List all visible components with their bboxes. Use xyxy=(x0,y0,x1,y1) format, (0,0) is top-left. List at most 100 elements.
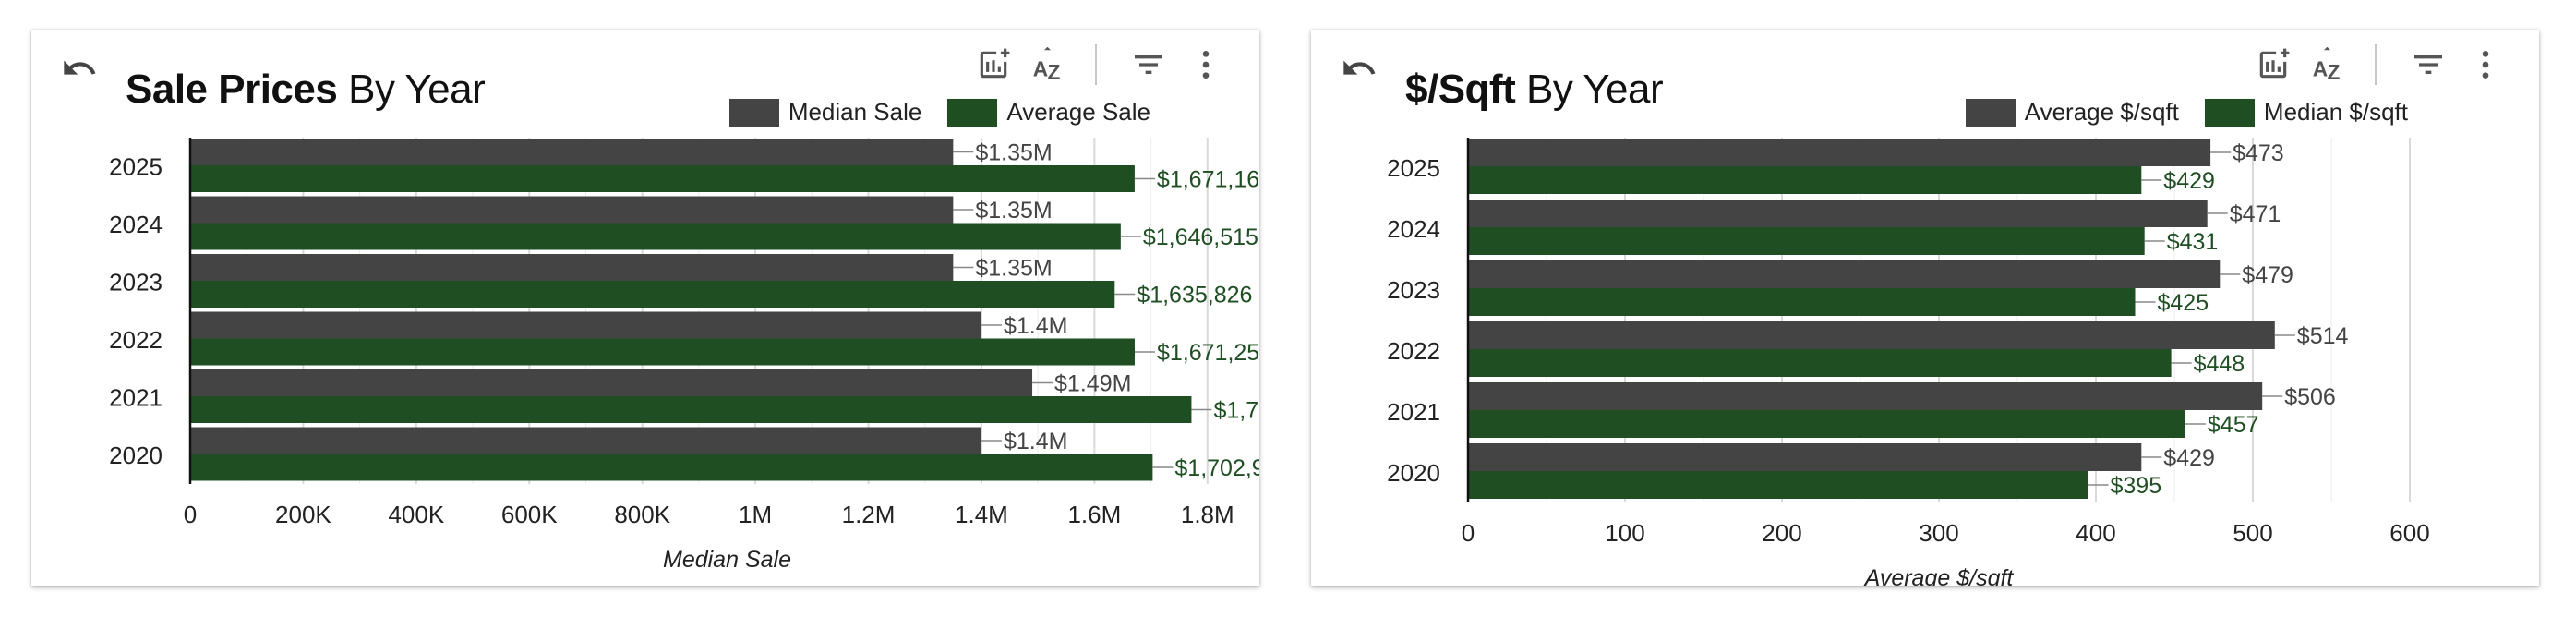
x-tick-label: 1.6M xyxy=(1067,501,1121,528)
data-label: $1.4M xyxy=(1004,313,1067,339)
bar xyxy=(190,281,1115,308)
bar xyxy=(190,427,981,454)
bar xyxy=(1468,321,2275,349)
legend-item-average-sqft[interactable]: Average $/sqft xyxy=(1965,98,2179,127)
x-tick-label: 1.2M xyxy=(842,501,896,528)
data-label: $431 xyxy=(2167,229,2219,255)
bar xyxy=(190,223,1121,250)
legend-label: Median Sale xyxy=(788,98,922,126)
data-label: $1.4M xyxy=(1004,429,1067,454)
svg-text:Z: Z xyxy=(1048,60,1061,84)
filter-icon[interactable] xyxy=(1123,39,1174,91)
toolbar-divider xyxy=(1095,44,1097,85)
x-tick-label: 0 xyxy=(184,501,197,528)
undo-icon[interactable] xyxy=(54,42,105,94)
legend-label: Average Sale xyxy=(1006,98,1150,126)
legend-item-median-sale[interactable]: Median Sale xyxy=(728,98,922,127)
x-tick-label: 600 xyxy=(2389,519,2429,547)
chart-legend: Median Sale Average Sale xyxy=(728,98,1150,127)
chart-add-icon[interactable] xyxy=(968,39,1019,91)
bar xyxy=(1468,227,2145,255)
legend-item-median-sqft[interactable]: Median $/sqft xyxy=(2204,98,2408,127)
bar xyxy=(1468,410,2185,438)
bar xyxy=(190,369,1033,396)
svg-text:A: A xyxy=(2313,56,2328,80)
bar xyxy=(190,139,954,165)
bar xyxy=(190,254,954,281)
bar xyxy=(1468,443,2142,471)
category-label: 2021 xyxy=(109,383,163,411)
x-tick-label: 300 xyxy=(1919,519,1958,547)
bar xyxy=(190,338,1135,366)
svg-text:Z: Z xyxy=(2328,60,2341,84)
x-tick-label: 0 xyxy=(1462,519,1475,547)
data-label: $471 xyxy=(2230,201,2281,227)
data-label: $1.35M xyxy=(975,198,1052,224)
category-label: 2023 xyxy=(1387,276,1440,304)
filter-icon[interactable] xyxy=(2402,39,2454,91)
undo-icon[interactable] xyxy=(1333,42,1385,94)
data-label: $1.35M xyxy=(975,256,1052,282)
legend-swatch-dark xyxy=(728,98,779,127)
chart-title: Sale Prices By Year xyxy=(126,67,486,113)
x-tick-label: 1.4M xyxy=(955,501,1008,528)
chart-legend: Average $/sqft Median $/sqft xyxy=(1965,98,2408,127)
category-label: 2022 xyxy=(109,326,163,354)
data-label: $429 xyxy=(2163,168,2215,194)
x-tick-label: 200 xyxy=(1762,519,1801,547)
bar xyxy=(1468,260,2221,288)
category-label: 2025 xyxy=(109,152,163,180)
data-label: $1.49M xyxy=(1054,371,1131,397)
data-label: $473 xyxy=(2233,140,2284,166)
data-label: $1,671,161 xyxy=(1157,167,1259,193)
x-tick-label: 600K xyxy=(501,501,558,528)
bar xyxy=(1468,349,2172,377)
legend-label: Average $/sqft xyxy=(2024,98,2179,126)
legend-swatch-green xyxy=(2204,98,2255,127)
data-label: $1.35M xyxy=(975,140,1052,166)
legend-label: Median $/sqft xyxy=(2263,98,2408,126)
x-tick-label: 400 xyxy=(2076,519,2115,547)
category-label: 2020 xyxy=(1387,459,1440,487)
data-label: $1,671,258 xyxy=(1157,340,1259,366)
data-label: $457 xyxy=(2208,412,2259,438)
chart-title-rest: By Year xyxy=(1525,67,1664,112)
legend-swatch-dark xyxy=(1965,98,2016,127)
x-tick-label: 100 xyxy=(1605,519,1644,547)
category-label: 2025 xyxy=(1387,154,1440,182)
data-label: $1,635,826 xyxy=(1137,283,1252,308)
bar xyxy=(190,454,1153,481)
x-tick-label: 1.8M xyxy=(1181,501,1234,528)
x-tick-label: 800K xyxy=(614,501,670,528)
chart-title-rest: By Year xyxy=(348,67,486,112)
bar xyxy=(190,165,1135,192)
category-label: 2023 xyxy=(109,268,163,296)
data-label: $479 xyxy=(2242,262,2293,288)
bar xyxy=(190,311,981,339)
chart-title-bold: Sale Prices xyxy=(126,67,338,112)
more-vert-icon[interactable] xyxy=(1180,39,1232,91)
x-axis-title: Average $/sqft xyxy=(1863,565,2015,586)
chart-add-icon[interactable] xyxy=(2247,39,2299,91)
price-per-sqft-plot: $473 $429 2025 $471 $431 2024 $479 $425 2023 $514… xyxy=(1387,138,2430,586)
x-tick-label: 1M xyxy=(739,501,772,528)
svg-text:A: A xyxy=(1033,56,1048,80)
category-label: 2022 xyxy=(1387,337,1440,365)
data-label: $1,771,655 xyxy=(1213,398,1259,424)
more-vert-icon[interactable] xyxy=(2460,39,2511,91)
legend-item-average-sale[interactable]: Average Sale xyxy=(947,98,1150,127)
bar xyxy=(1468,139,2211,166)
x-tick-label: 400K xyxy=(388,501,444,528)
legend-swatch-green xyxy=(947,98,998,127)
bar xyxy=(1468,166,2142,194)
category-label: 2024 xyxy=(1387,215,1440,243)
data-label: $429 xyxy=(2163,445,2215,471)
data-label: $1,702,965 xyxy=(1174,455,1259,481)
x-tick-label: 500 xyxy=(2233,519,2272,547)
